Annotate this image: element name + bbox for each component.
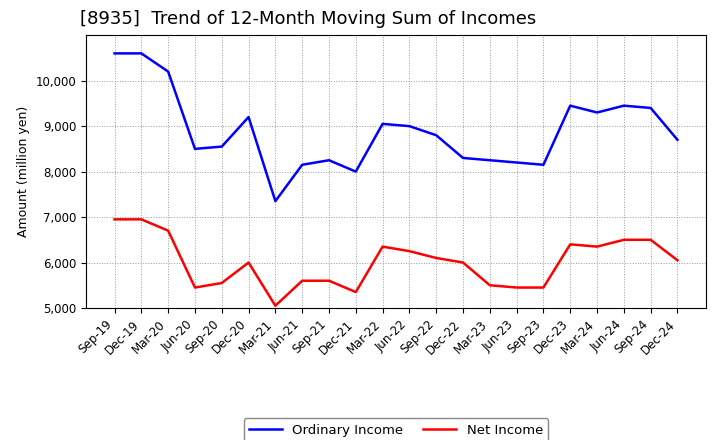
Net Income	[405, 249, 414, 254]
Ordinary Income	[485, 158, 494, 163]
Ordinary Income	[673, 137, 682, 143]
Ordinary Income	[191, 146, 199, 151]
Net Income	[647, 237, 655, 242]
Net Income	[137, 216, 145, 222]
Ordinary Income	[244, 114, 253, 120]
Net Income	[539, 285, 548, 290]
Text: [8935]  Trend of 12-Month Moving Sum of Incomes: [8935] Trend of 12-Month Moving Sum of I…	[80, 10, 536, 28]
Ordinary Income	[271, 198, 279, 204]
Net Income	[217, 280, 226, 286]
Net Income	[513, 285, 521, 290]
Ordinary Income	[378, 121, 387, 127]
Net Income	[244, 260, 253, 265]
Ordinary Income	[110, 51, 119, 56]
Net Income	[566, 242, 575, 247]
Net Income	[459, 260, 467, 265]
Ordinary Income	[593, 110, 601, 115]
Net Income	[325, 278, 333, 283]
Ordinary Income	[164, 69, 173, 74]
Ordinary Income	[325, 158, 333, 163]
Net Income	[298, 278, 307, 283]
Net Income	[110, 216, 119, 222]
Net Income	[432, 255, 441, 260]
Ordinary Income	[217, 144, 226, 149]
Ordinary Income	[351, 169, 360, 174]
Y-axis label: Amount (million yen): Amount (million yen)	[17, 106, 30, 237]
Net Income	[164, 228, 173, 233]
Ordinary Income	[513, 160, 521, 165]
Net Income	[619, 237, 628, 242]
Ordinary Income	[566, 103, 575, 108]
Net Income	[191, 285, 199, 290]
Ordinary Income	[432, 132, 441, 138]
Legend: Ordinary Income, Net Income: Ordinary Income, Net Income	[243, 418, 549, 440]
Net Income	[593, 244, 601, 249]
Ordinary Income	[647, 105, 655, 110]
Ordinary Income	[137, 51, 145, 56]
Net Income	[673, 258, 682, 263]
Ordinary Income	[459, 155, 467, 161]
Line: Net Income: Net Income	[114, 219, 678, 306]
Ordinary Income	[619, 103, 628, 108]
Net Income	[378, 244, 387, 249]
Line: Ordinary Income: Ordinary Income	[114, 53, 678, 201]
Net Income	[271, 303, 279, 308]
Ordinary Income	[539, 162, 548, 167]
Ordinary Income	[298, 162, 307, 167]
Net Income	[351, 290, 360, 295]
Ordinary Income	[405, 124, 414, 129]
Net Income	[485, 282, 494, 288]
